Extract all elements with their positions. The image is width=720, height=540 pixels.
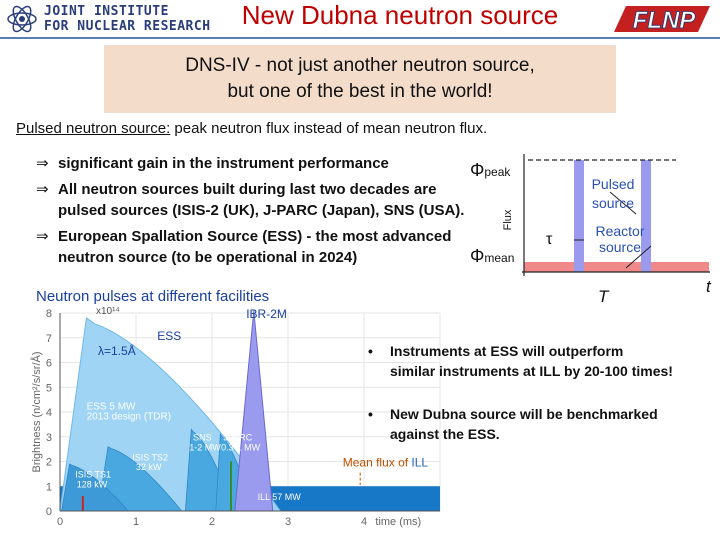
brightness-chart: 0 1 2 3 4 5 6 7 8 0 1 2 3 4 time (ms) Brightness (n/cm²… (30, 306, 441, 528)
chart-title: Neutron pulses at different facilities (36, 288, 270, 305)
subtitle-rest: peak neutron flux instead of mean neutro… (170, 120, 488, 137)
isis-ts1-pulse-area (61, 463, 130, 512)
pulse-areas (59, 310, 440, 512)
headline-banner: DNS-IV - not just another neutron source… (104, 45, 616, 113)
flnp-logo: FLNP (614, 6, 710, 34)
y-tick-label: 4 (46, 407, 52, 419)
sns-label-line1: SNS (193, 432, 212, 442)
x-tick-label: 3 (285, 516, 291, 528)
right-bullet-2-line1: New Dubna source will be benchmarked (390, 406, 658, 422)
wavelength-label: λ=1.5Å (98, 343, 136, 358)
implies-arrow-icon: ⇒ (36, 228, 49, 245)
y-tick-label: 8 (46, 308, 52, 320)
implies-arrow-icon: ⇒ (36, 155, 49, 172)
y-tick-label: 2 (46, 457, 52, 469)
y-multiplier: x10¹⁴ (96, 306, 120, 317)
page-title: New Dubna neutron source (241, 0, 559, 30)
y-tick-label: 0 (46, 506, 52, 518)
institute-name-line2: FOR NUCLEAR RESEARCH (44, 19, 211, 34)
right-bullet-1-line2: similar instruments at ILL by 20-100 tim… (390, 363, 673, 379)
x-tick-label: 2 (209, 516, 215, 528)
section-subtitle: Pulsed neutron source: peak neutron flux… (16, 120, 487, 137)
period-label: T (598, 287, 610, 306)
header-divider (0, 37, 720, 39)
jparc-label-line2: 0.3-1 MW (221, 442, 261, 452)
time-label: t (706, 277, 712, 296)
ess5-label: ESS 5 MW (87, 402, 136, 413)
banner-line1: DNS-IV - not just another neutron source… (185, 55, 535, 76)
reactor-label-line2: source (599, 239, 641, 255)
reactor-label-line1: Reactor (595, 223, 644, 239)
ibr-2m-label: IBR-2M (246, 307, 287, 321)
reactor-flux-band (524, 262, 709, 272)
banner-line2: but one of the best in the world! (227, 81, 493, 102)
ess-label: ESS (157, 329, 181, 343)
design-label: 2013 design (TDR) (87, 411, 171, 422)
reactor-pointer (625, 245, 652, 269)
header-bar (0, 0, 720, 38)
pulse-bar-1 (574, 160, 584, 272)
sns-label-line2: 1-2 MW (189, 442, 221, 452)
svg-text:Φpeak: Φpeak (470, 160, 511, 180)
bullet-2-text-line2: pulsed sources (ISIS-2 (UK), J-PARC (Jap… (58, 202, 465, 219)
pulse-bar-2 (641, 160, 651, 272)
phi-peak-symbol: Φ (470, 160, 484, 180)
subtitle-underlined: Pulsed neutron source: (16, 120, 171, 137)
x-axis-title: time (ms) (375, 516, 421, 528)
tau-label: τ (546, 231, 553, 248)
institute-name: JOINT INSTITUTE FOR NUCLEAR RESEARCH (44, 4, 211, 34)
y-tick-label: 6 (46, 358, 52, 370)
axes (59, 313, 440, 512)
x-tick-label: 4 (361, 516, 367, 528)
flux-diagram: Φpeak Φmean Flux τ Pulsed source Reactor… (470, 154, 712, 306)
y-axis-title: Brightness (n/cm²/s/sr/Å) (30, 351, 43, 472)
y-tick-label: 3 (46, 432, 52, 444)
y-tick-label: 1 (46, 481, 52, 493)
bullet-dot-icon: • (368, 406, 373, 422)
bullet-3-text-line2: neutron source (to be operational in 202… (58, 249, 358, 266)
bullet-2-text-line1: All neutron sources built during last tw… (58, 181, 437, 198)
isis-ts1-label-line1: ISIS TS1 (75, 470, 111, 480)
x-tick-label: 1 (133, 516, 139, 528)
bullet-3-text-line1: European Spallation Source (ESS) - the m… (58, 228, 452, 245)
pulsed-label-line2: source (592, 195, 634, 211)
mean-flux-ill: ILL (411, 455, 428, 469)
ill-label: ILL 57 MW (258, 492, 302, 502)
tick-labels: 0 1 2 3 4 5 6 7 8 0 1 2 3 4 time (ms) Brightness (n/cm²… (30, 306, 421, 528)
isis-ts1-label-line2: 128 kW (77, 479, 108, 489)
mean-flux-prefix: Mean flux of (343, 455, 412, 469)
right-bullet-2-line2: against the ESS. (390, 426, 500, 442)
svg-text:Φmean: Φmean (470, 246, 514, 266)
jinr-logo-icon (7, 5, 37, 33)
right-bullet-1-line1: Instruments at ESS will outperform (390, 343, 624, 359)
pulsed-pointer (609, 191, 637, 215)
phi-mean-symbol: Φ (470, 246, 484, 266)
isis-ts2-pulse-area (97, 445, 183, 512)
y-tick-label: 5 (46, 382, 52, 394)
pulsed-label-line1: Pulsed (592, 176, 635, 192)
jparc-label-line1: JPARC (223, 432, 252, 442)
x-tick-label: 0 (57, 516, 63, 528)
mean-flux-label: Mean flux of ILL (343, 455, 429, 469)
isis-ts2-label-line1: ISIS TS2 (132, 452, 168, 462)
y-tick-label: 7 (46, 333, 52, 345)
phi-mean-sub: mean (484, 251, 514, 265)
flux-axis-label: Flux (502, 209, 514, 230)
institute-name-line1: JOINT INSTITUTE (44, 4, 169, 19)
phi-peak-sub: peak (484, 165, 511, 179)
isis-ts2-label-line2: 32 kW (136, 462, 162, 472)
bullet-1-text: significant gain in the instrument perfo… (58, 155, 389, 172)
flnp-logo-text: FLNP (633, 7, 697, 34)
implies-arrow-icon: ⇒ (36, 181, 49, 198)
bullet-dot-icon: • (368, 343, 373, 359)
